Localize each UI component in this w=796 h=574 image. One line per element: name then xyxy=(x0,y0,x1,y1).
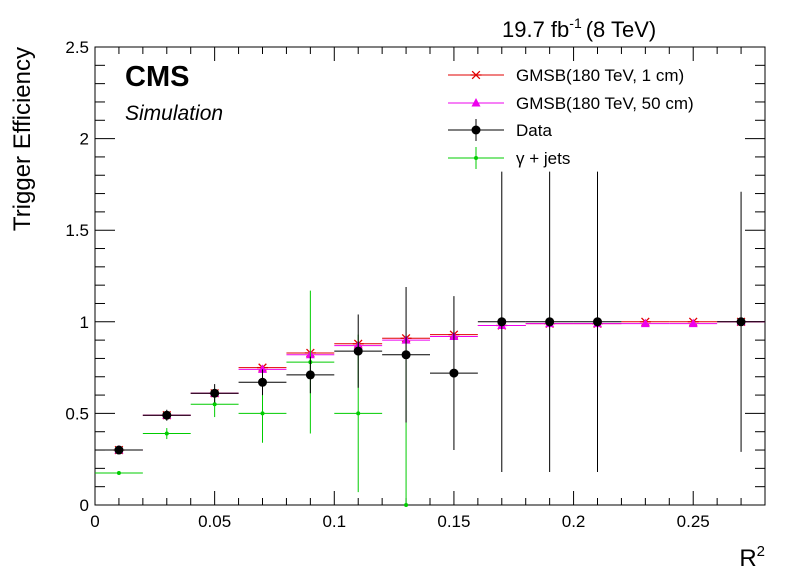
series-circle xyxy=(95,171,765,473)
data-point xyxy=(382,286,430,423)
x-axis-title-base: R xyxy=(739,545,756,572)
series-star xyxy=(95,317,765,455)
lumi-value: 19.7 fb xyxy=(502,17,569,42)
marker xyxy=(114,445,124,455)
simulation-label: Simulation xyxy=(125,102,223,125)
y-tick-label: 2 xyxy=(80,130,89,149)
marker xyxy=(116,470,121,475)
marker xyxy=(449,368,459,378)
legend-entry: GMSB(180 TeV, 50 cm) xyxy=(448,94,694,113)
marker xyxy=(640,318,650,328)
y-tick-label: 0 xyxy=(80,496,89,515)
x-tick-label: 0.25 xyxy=(677,512,710,531)
legend-entry: Data xyxy=(448,119,552,141)
data-point xyxy=(573,171,622,473)
axes: 0 0.05 0.1 0.15 0.2 0.25 0 0.5 1 1.5 2 2.5 xyxy=(65,38,766,531)
x-tick-label: 0.15 xyxy=(437,512,470,531)
x-axis-title: R2 xyxy=(739,543,765,572)
data-point xyxy=(238,369,287,396)
data-point xyxy=(286,356,335,394)
x-tick-label: 0.05 xyxy=(198,512,231,531)
lumi-exponent: -1 xyxy=(569,15,582,31)
marker xyxy=(258,364,267,373)
y-tick-label: 0.5 xyxy=(65,404,89,423)
legend: GMSB(180 TeV, 1 cm) GMSB(180 TeV, 50 cm) D… xyxy=(448,66,694,169)
data-point xyxy=(190,391,239,418)
data-point xyxy=(621,318,670,328)
marker xyxy=(688,318,698,328)
data-point xyxy=(477,171,526,473)
data-point xyxy=(334,314,383,388)
data-point xyxy=(95,445,143,455)
legend-marker xyxy=(471,98,481,107)
marker xyxy=(305,370,315,380)
series-small xyxy=(95,290,409,507)
data-point xyxy=(190,384,239,403)
marker xyxy=(212,402,217,407)
lumi-energy: (8 TeV) xyxy=(586,17,657,42)
marker xyxy=(404,503,409,507)
marker xyxy=(162,410,172,420)
data-point xyxy=(669,318,718,328)
star-stroke xyxy=(471,70,481,80)
y-axis-title: Trigger Efficiency xyxy=(9,47,36,231)
data-point xyxy=(142,428,191,440)
marker xyxy=(545,317,555,327)
y-tick-label: 2.5 xyxy=(65,38,89,57)
lumi-label: 19.7 fb-1 (8 TeV) xyxy=(502,15,656,42)
data-point xyxy=(430,296,478,451)
marker xyxy=(401,350,411,360)
marker xyxy=(356,411,361,416)
x-tick-label: 0 xyxy=(90,512,99,531)
marker xyxy=(260,411,265,416)
data-point xyxy=(717,191,765,452)
legend-marker xyxy=(474,156,478,160)
data-series xyxy=(95,171,765,507)
marker xyxy=(736,317,746,327)
y-tick-label: 1.5 xyxy=(65,221,89,240)
x-axis-title-exp: 2 xyxy=(757,543,765,560)
legend-label: GMSB(180 TeV, 50 cm) xyxy=(516,94,694,113)
cms-label: CMS xyxy=(125,61,189,93)
marker xyxy=(210,388,220,398)
data-point xyxy=(142,409,191,421)
marker xyxy=(593,317,602,327)
x-tick-label: 0.2 xyxy=(562,512,586,531)
marker xyxy=(258,377,267,387)
legend-entry: GMSB(180 TeV, 1 cm) xyxy=(448,66,684,85)
legend-label: Data xyxy=(516,121,552,140)
legend-marker xyxy=(470,70,482,80)
y-tick-label: 1 xyxy=(80,313,89,332)
legend-entry: γ + jets xyxy=(448,147,570,169)
legend-marker xyxy=(471,125,481,135)
series-triangle xyxy=(95,316,765,454)
data-point xyxy=(95,470,143,475)
legend-label: γ + jets xyxy=(516,149,570,168)
legend-label: GMSB(180 TeV, 1 cm) xyxy=(516,66,684,85)
marker xyxy=(497,317,507,327)
marker xyxy=(353,346,363,356)
marker xyxy=(164,431,169,436)
x-tick-label: 0.1 xyxy=(322,512,346,531)
data-point xyxy=(525,171,574,473)
